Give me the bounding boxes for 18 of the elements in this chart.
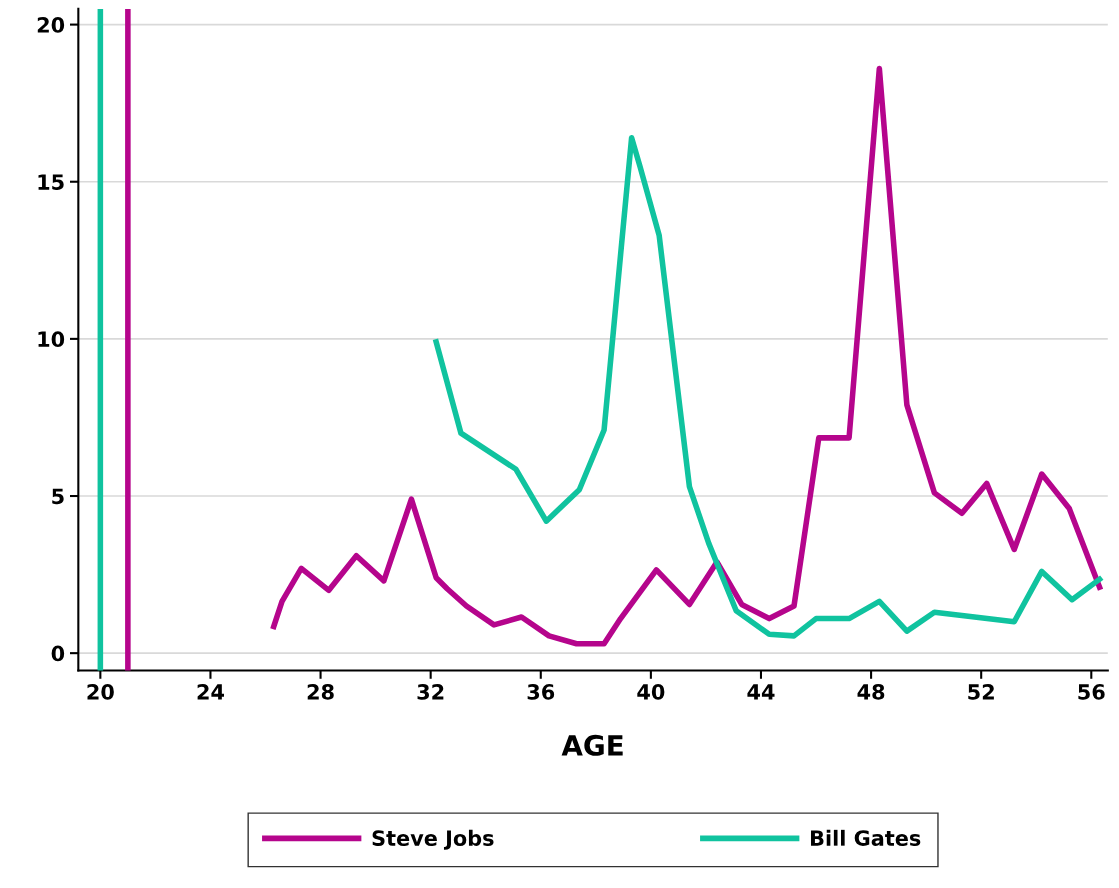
x-tick-label: 36	[527, 684, 555, 700]
x-tick-label: 56	[1078, 684, 1105, 700]
y-tick-label: 15	[38, 174, 64, 190]
legend-label: Steve Jobs	[372, 829, 494, 850]
y-tick-label: 20	[37, 17, 65, 33]
x-tick-label: 24	[197, 684, 224, 700]
x-tick-label: 20	[87, 684, 114, 700]
x-tick-label: 32	[417, 684, 444, 700]
x-tick-label: 44	[747, 684, 775, 700]
x-tick-label: 48	[857, 684, 885, 700]
y-tick-label: 10	[38, 331, 65, 348]
x-axis-title: AGE	[561, 734, 623, 756]
y-tick-label: 5	[52, 488, 64, 505]
y-tick-label: 0	[51, 645, 65, 662]
x-tick-label: 28	[307, 684, 334, 700]
x-tick-label: 52	[968, 684, 994, 700]
x-tick-label: 40	[637, 684, 665, 700]
legend-label: Bill Gates	[811, 829, 921, 846]
